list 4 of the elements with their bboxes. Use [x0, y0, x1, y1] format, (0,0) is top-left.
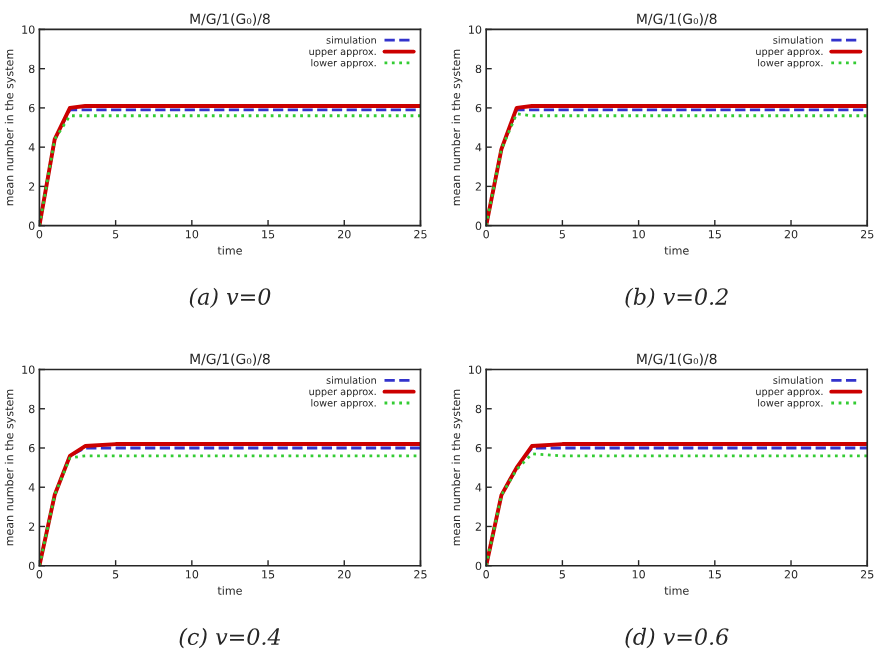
text: (c) v=0.4 [179, 627, 280, 649]
text: (b) v=0.2 [625, 287, 728, 309]
text: (a) v=0 [189, 287, 271, 309]
text: (d) v=0.6 [625, 627, 729, 649]
